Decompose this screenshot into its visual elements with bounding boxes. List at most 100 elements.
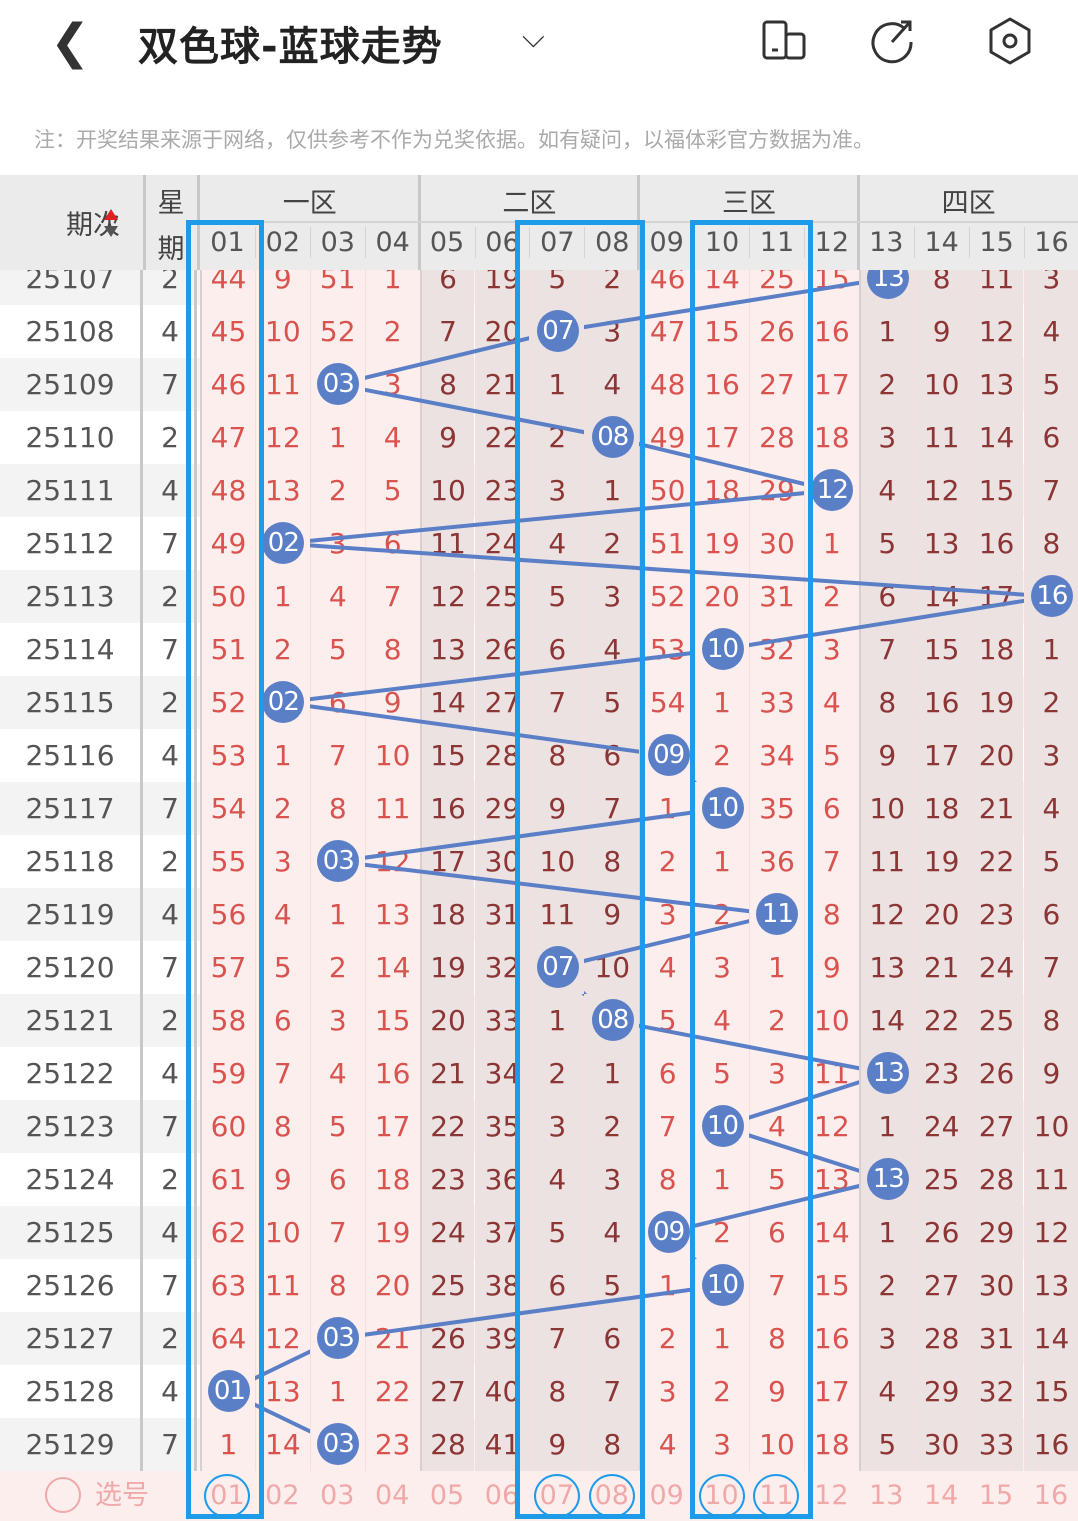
miss-count-cell: 12 <box>364 835 420 888</box>
miss-count-cell: 21 <box>913 941 969 994</box>
miss-count-cell: 8 <box>309 782 365 835</box>
weekday-cell: 4 <box>146 729 197 782</box>
miss-count-cell: 24 <box>419 1206 475 1259</box>
sort-icon[interactable] <box>103 208 119 238</box>
miss-count-cell: 7 <box>309 1206 365 1259</box>
miss-count-cell: 4 <box>1023 305 1078 358</box>
zone-header: 三区 <box>721 188 776 219</box>
miss-count-cell: 29 <box>913 1365 969 1418</box>
miss-count-cell: 18 <box>913 782 969 835</box>
miss-count-cell: 12 <box>968 305 1024 358</box>
miss-count-cell: 4 <box>639 1418 695 1471</box>
miss-count-cell: 14 <box>694 270 749 305</box>
select-number[interactable]: 07 <box>529 1471 584 1521</box>
miss-count-cell: 3 <box>1023 729 1078 782</box>
miss-count-cell: 1 <box>364 270 420 305</box>
miss-count-cell: 15 <box>694 305 749 358</box>
select-number[interactable]: 01 <box>200 1471 255 1521</box>
hit-cell: 07 <box>529 305 585 358</box>
select-number[interactable]: 12 <box>804 1471 859 1521</box>
miss-count-cell: 36 <box>474 1153 530 1206</box>
select-number-label: 03 <box>320 1480 355 1511</box>
settings-icon[interactable] <box>985 16 1035 66</box>
table-row: 25111 4 48 13 2 5 10 23 3 1 50 18 29 12 4 12 15 7 <box>0 464 1078 517</box>
period-header[interactable]: 期次 <box>66 210 120 241</box>
chevron-down-icon[interactable]: ⌵ <box>522 20 545 55</box>
phone-layout-icon[interactable] <box>760 16 810 66</box>
miss-count-cell: 6 <box>803 782 859 835</box>
select-number[interactable]: 03 <box>310 1471 365 1521</box>
select-circle-icon[interactable] <box>45 1477 81 1513</box>
miss-count-cell: 5 <box>858 1418 914 1471</box>
number-header: 15 <box>968 227 1024 258</box>
miss-count-cell: 32 <box>968 1365 1024 1418</box>
select-number[interactable]: 14 <box>914 1471 969 1521</box>
miss-count-cell: 10 <box>254 1206 310 1259</box>
miss-count-cell: 9 <box>803 941 859 994</box>
blue-ball: 02 <box>262 522 305 564</box>
miss-count-cell: 33 <box>474 994 530 1047</box>
miss-count-cell: 3 <box>529 464 585 517</box>
table-row: 25110 2 47 12 1 4 9 22 2 08 49 17 28 18 3 11 14 6 <box>0 411 1078 464</box>
miss-count-cell: 24 <box>913 1100 969 1153</box>
miss-count-cell: 19 <box>694 517 749 570</box>
select-number[interactable]: 08 <box>584 1471 639 1521</box>
select-number[interactable]: 16 <box>1024 1471 1078 1521</box>
miss-count-cell: 5 <box>749 1153 804 1206</box>
miss-count-cell: 2 <box>309 464 365 517</box>
weekday-cell: 2 <box>146 570 197 623</box>
select-number[interactable]: 13 <box>859 1471 914 1521</box>
number-header: 08 <box>584 227 639 258</box>
miss-count-cell: 6 <box>584 1312 640 1365</box>
select-number-label: 02 <box>265 1480 300 1511</box>
miss-count-cell: 3 <box>694 1418 749 1471</box>
number-header: 03 <box>309 227 365 258</box>
miss-count-cell: 26 <box>913 1206 969 1259</box>
miss-count-cell: 2 <box>254 782 310 835</box>
miss-count-cell: 5 <box>364 464 420 517</box>
table-row: 25119 4 56 4 1 13 18 31 11 9 3 2 11 8 12 20 23 6 <box>0 888 1078 941</box>
miss-count-cell: 12 <box>913 464 969 517</box>
period-cell: 25125 <box>0 1206 143 1259</box>
blue-ball: 13 <box>867 270 910 299</box>
miss-count-cell: 8 <box>584 835 640 888</box>
miss-count-cell: 4 <box>254 888 310 941</box>
weekday-cell: 2 <box>146 411 197 464</box>
miss-count-cell: 8 <box>913 270 969 305</box>
miss-count-cell: 18 <box>364 1153 420 1206</box>
select-number[interactable]: 05 <box>420 1471 475 1521</box>
select-number[interactable]: 02 <box>255 1471 310 1521</box>
trend-table-body: 25107 2 44 9 51 1 6 19 5 2 46 14 25 15 13 8 11 3 25108 4 45 1… <box>0 270 1078 1471</box>
miss-count-cell: 20 <box>913 888 969 941</box>
miss-count-cell: 55 <box>200 835 255 888</box>
select-number[interactable]: 06 <box>475 1471 530 1521</box>
hit-cell: 03 <box>309 1418 365 1471</box>
select-number[interactable]: 15 <box>969 1471 1024 1521</box>
miss-count-cell: 6 <box>858 570 914 623</box>
select-number[interactable]: 09 <box>639 1471 694 1521</box>
select-number[interactable]: 11 <box>749 1471 804 1521</box>
blue-ball: 03 <box>317 1423 360 1465</box>
miss-count-cell: 1 <box>309 411 365 464</box>
page-title[interactable]: 双色球-蓝球走势 <box>138 24 443 70</box>
number-header: 09 <box>649 227 684 258</box>
period-cell: 25120 <box>0 941 143 994</box>
miss-count-cell: 7 <box>584 1365 640 1418</box>
top-bar: ❮ 双色球-蓝球走势 ⌵ <box>0 0 1078 90</box>
miss-count-cell: 9 <box>419 411 475 464</box>
miss-count-cell: 22 <box>913 994 969 1047</box>
miss-count-cell: 45 <box>200 305 255 358</box>
select-number[interactable]: 10 <box>694 1471 749 1521</box>
select-label[interactable]: 选号 <box>95 1480 149 1511</box>
miss-count-cell: 18 <box>968 623 1024 676</box>
miss-count-cell: 7 <box>1023 464 1078 517</box>
weekday-cell: 2 <box>146 835 197 888</box>
share-icon[interactable] <box>868 16 918 66</box>
miss-count-cell: 7 <box>1023 941 1078 994</box>
select-number[interactable]: 04 <box>365 1471 420 1521</box>
weekday-cell: 7 <box>146 1259 197 1312</box>
miss-count-cell: 63 <box>200 1259 255 1312</box>
miss-count-cell: 8 <box>254 1100 310 1153</box>
back-icon[interactable]: ❮ <box>50 14 91 70</box>
miss-count-cell: 6 <box>584 729 640 782</box>
